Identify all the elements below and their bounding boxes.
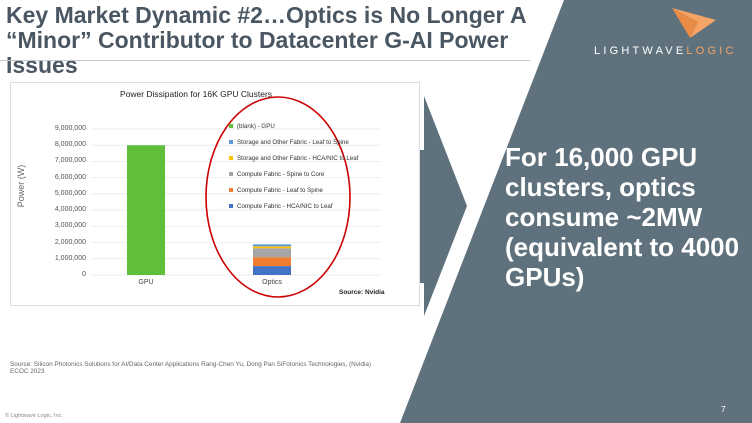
chart-svg — [91, 96, 381, 298]
company-logo: LIGHTWAVELOGIC — [594, 45, 737, 57]
legend-swatch — [229, 124, 233, 129]
legend-item: Compute Fabric - Spine to Core — [229, 171, 358, 187]
bar-segment-optics — [253, 246, 291, 249]
reference-citation: Source: Silicon Photonics Solutions for … — [10, 361, 371, 375]
chart-title: Power Dissipation for 16K GPU Clusters — [119, 89, 273, 99]
legend-swatch — [229, 172, 233, 177]
highlight-ellipse — [205, 96, 351, 298]
y-tick-label: 3,000,000 — [54, 222, 86, 230]
bar-segment-gpu — [127, 145, 165, 275]
y-tick-label: 5,000,000 — [54, 189, 86, 197]
y-tick-label: 0 — [82, 271, 86, 278]
legend-swatch — [229, 140, 233, 145]
logo-text-accent: LOGIC — [686, 45, 737, 57]
legend-item: Storage and Other Fabric - HCA/NIC to Le… — [229, 155, 358, 171]
legend-item: Storage and Other Fabric - Leaf to Spine — [229, 139, 358, 155]
legend-label: Compute Fabric - Leaf to Spine — [237, 187, 323, 194]
legend-label: Compute Fabric - Spine to Core — [237, 171, 325, 178]
x-category-optics: Optics — [262, 279, 282, 286]
y-tick-label: 2,000,000 — [54, 238, 86, 246]
bar-segment-optics — [253, 248, 291, 258]
power-chart: Power Dissipation for 16K GPU Clusters P… — [10, 82, 420, 306]
y-axis-label: Power (W) — [16, 164, 26, 208]
y-tick-label: 7,000,000 — [54, 157, 86, 165]
legend-swatch — [229, 188, 233, 193]
legend-swatch — [229, 204, 233, 209]
slide-title: Key Market Dynamic #2…Optics is No Longe… — [6, 2, 526, 78]
reference-line-1: Source: Silicon Photonics Solutions for … — [10, 361, 372, 368]
y-tick-label: 1,000,000 — [54, 254, 86, 262]
y-tick-label: 8,000,000 — [54, 141, 86, 149]
bar-layer — [127, 145, 291, 275]
x-category-gpu: GPU — [138, 279, 154, 286]
legend-item: (blank) - GPU — [229, 123, 358, 139]
logo-text-primary: LIGHTWAVE — [594, 45, 687, 57]
chart-legend: (blank) - GPU Storage and Other Fabric - … — [229, 123, 358, 219]
legend-label: Storage and Other Fabric - HCA/NIC to Le… — [237, 155, 359, 162]
bar-segment-optics — [253, 257, 291, 267]
legend-swatch — [229, 156, 233, 161]
legend-label: Storage and Other Fabric - Leaf to Spine — [237, 139, 349, 146]
copyright-notice: © Lightwave Logic, Inc. — [5, 413, 63, 419]
bar-segment-optics — [253, 244, 291, 247]
y-tick-label: 9,000,000 — [54, 125, 86, 132]
y-tick-label: 6,000,000 — [54, 173, 86, 181]
y-tick-label: 4,000,000 — [54, 206, 86, 214]
bar-segment-optics — [253, 266, 291, 275]
callout-text: For 16,000 GPU clusters, optics consume … — [505, 142, 740, 292]
title-divider — [0, 60, 530, 61]
page-number: 7 — [721, 404, 726, 414]
chart-source: Source: Nvidia — [339, 289, 385, 296]
legend-label: (blank) - GPU — [237, 123, 275, 130]
logo-mark-icon — [672, 8, 716, 38]
legend-label: Compute Fabric - HCA/NIC to Leaf — [237, 203, 333, 210]
legend-item: Compute Fabric - Leaf to Spine — [229, 187, 358, 203]
slide-gray-panel — [400, 0, 752, 423]
legend-item: Compute Fabric - HCA/NIC to Leaf — [229, 203, 358, 219]
reference-line-2: ECOC 2023 — [10, 368, 45, 375]
